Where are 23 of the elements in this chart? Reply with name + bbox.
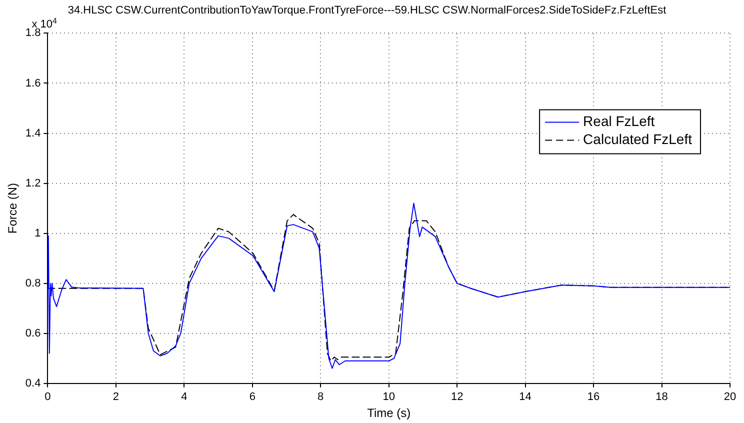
x-tick-label: 2 — [112, 391, 119, 404]
y-tick-label: 1.6 — [25, 77, 41, 90]
y-tick-label: 1.2 — [25, 177, 41, 190]
x-tick-label: 18 — [656, 391, 668, 404]
y-tick-label: 0.4 — [25, 377, 41, 390]
x-tick-label: 6 — [249, 391, 256, 404]
chart-title: 34.HLSC CSW.CurrentContributionToYawTorque.FrontTyreForce---59.HLSC CSW.NormalForces2.SideToSideFz.FzLeftEst — [68, 4, 666, 17]
y-tick-label: 1 — [34, 227, 41, 240]
y-tick-label: 0.8 — [25, 277, 41, 290]
x-tick-label: 12 — [450, 391, 464, 404]
x-tick-label: 16 — [587, 391, 600, 404]
x-tick-label: 20 — [724, 391, 736, 404]
x-axis-title: Time (s) — [367, 406, 411, 420]
y-axis-title: Force (N) — [6, 182, 20, 234]
legend-label: Real FzLeft — [583, 113, 655, 130]
y-tick-label: 1.4 — [25, 127, 41, 140]
x-tick-label: 8 — [318, 391, 324, 404]
x-tick-label: 10 — [382, 391, 395, 404]
x-tick-label: 14 — [519, 391, 532, 404]
x-tick-label: 4 — [181, 391, 188, 404]
legend-label: Calculated FzLeft — [583, 131, 692, 148]
x-tick-label: 0 — [44, 391, 51, 404]
y-tick-label: 0.6 — [25, 327, 41, 340]
